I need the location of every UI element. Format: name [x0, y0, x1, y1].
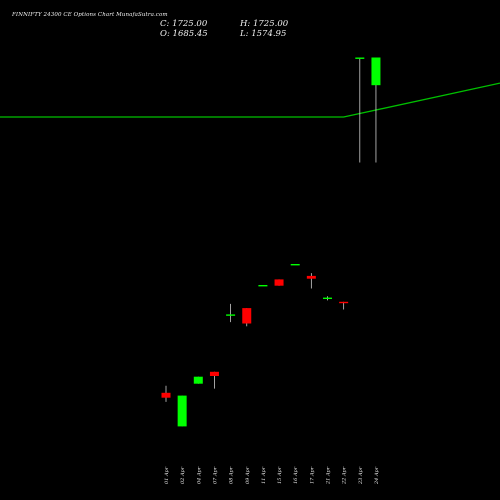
candle-up: [258, 285, 268, 287]
candle-down: [209, 371, 219, 376]
high-label: H:: [240, 19, 251, 29]
close-label: C:: [160, 19, 170, 29]
candle-up: [193, 376, 203, 384]
x-tick-label: 08 Apr: [229, 466, 235, 484]
candle-up: [226, 314, 236, 316]
x-tick-label: 23 Apr: [358, 466, 364, 485]
x-tick-label: 24 Apr: [374, 466, 380, 485]
candle-up: [177, 395, 187, 427]
close-value: 1725.00: [172, 19, 208, 29]
chart-title: FINNIFTY 24300 CE Options Chart MunafaSu…: [12, 12, 168, 18]
x-tick-label: 22 Apr: [342, 466, 348, 485]
open-value: 1685.45: [172, 29, 208, 39]
x-tick-label: 16 Apr: [293, 466, 299, 484]
high-value: 1725.00: [252, 19, 289, 29]
candle-up: [290, 264, 300, 266]
candle-up: [371, 57, 381, 86]
open-readout: O: 1685.45: [160, 29, 208, 39]
x-tick-label: 01 Apr: [164, 466, 170, 484]
close-readout: C: 1725.00: [160, 19, 207, 29]
candle-down: [339, 301, 349, 304]
x-tick-label: 11 Apr: [261, 466, 267, 484]
low-value: 1574.95: [251, 29, 287, 39]
x-tick-label: 07 Apr: [212, 466, 218, 484]
x-tick-label: 15 Apr: [277, 466, 283, 484]
open-label: O:: [160, 29, 170, 39]
candle-up: [355, 57, 365, 59]
moving-average-line: [0, 82, 500, 118]
low-label: L:: [240, 29, 249, 39]
candle-down: [274, 279, 284, 286]
x-tick-label: 04 Apr: [196, 466, 202, 484]
x-tick-label: 17 Apr: [309, 466, 315, 484]
x-tick-label: 09 Apr: [245, 466, 251, 484]
candle-down: [161, 392, 171, 398]
candle-up: [323, 297, 332, 299]
low-readout: L: 1574.95: [240, 29, 286, 39]
candle-down: [242, 308, 252, 324]
high-readout: H: 1725.00: [240, 19, 288, 29]
candle-down: [306, 275, 316, 279]
x-tick-label: 02 Apr: [180, 466, 186, 484]
x-tick-label: 21 Apr: [326, 466, 332, 485]
